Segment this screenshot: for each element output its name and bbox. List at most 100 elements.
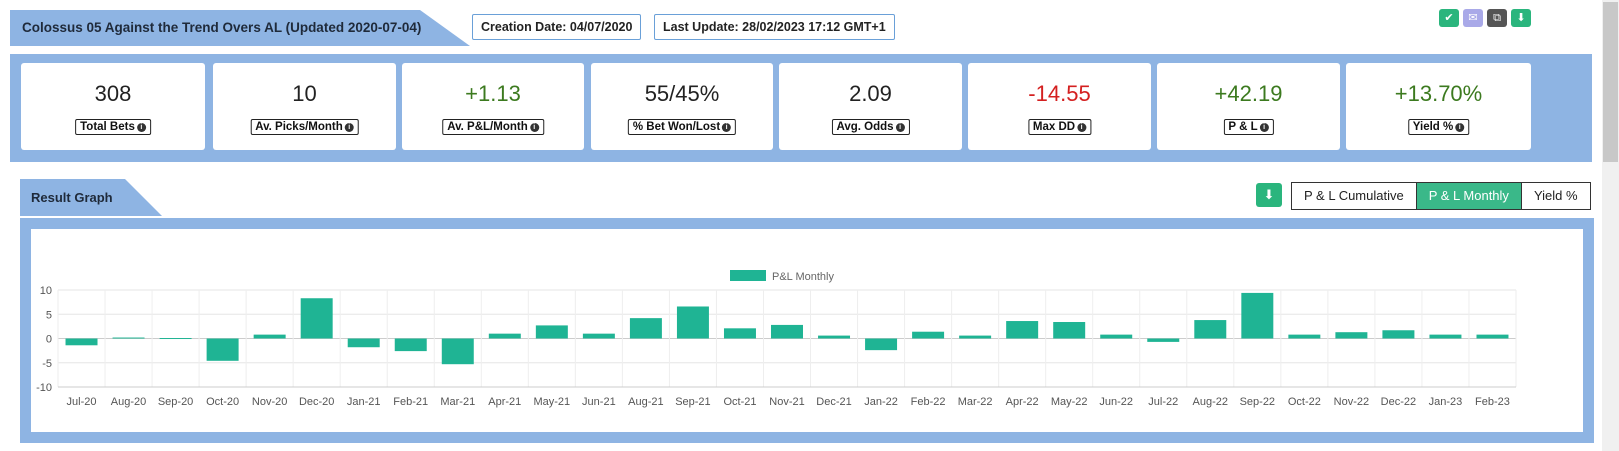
x-tick-label: Jul-20 xyxy=(67,396,97,408)
bar-jan-22 xyxy=(865,338,898,351)
x-tick-label: Oct-22 xyxy=(1288,396,1321,408)
x-tick-label: Jan-23 xyxy=(1429,396,1463,408)
x-tick-label: Oct-21 xyxy=(723,396,756,408)
check-circle-icon[interactable]: ✔ xyxy=(1439,9,1459,27)
x-tick-label: Sep-22 xyxy=(1240,396,1275,408)
stat-label-text: Av. P&L/Month xyxy=(447,121,528,133)
bar-sep-22 xyxy=(1241,292,1274,339)
x-tick-label: Apr-21 xyxy=(488,396,521,408)
result-graph-tab: Result Graph xyxy=(20,179,162,216)
info-icon: i xyxy=(1077,123,1087,132)
x-tick-label: Nov-21 xyxy=(769,396,804,408)
graph-download-button[interactable]: ⬇ xyxy=(1256,183,1282,207)
y-tick-label: -10 xyxy=(36,382,52,394)
x-tick-label: Dec-20 xyxy=(299,396,334,408)
scrollbar-thumb[interactable] xyxy=(1603,2,1618,162)
x-tick-label: May-22 xyxy=(1051,396,1088,408)
stat-value: -14.55 xyxy=(1028,81,1091,106)
download-icon[interactable]: ⬇ xyxy=(1511,9,1531,27)
x-tick-label: Aug-21 xyxy=(628,396,663,408)
info-icon: i xyxy=(1259,123,1269,132)
stat-value: 2.09 xyxy=(849,81,892,106)
y-tick-label: -5 xyxy=(42,358,52,370)
info-icon: i xyxy=(722,123,732,132)
bar-sep-20 xyxy=(159,338,192,340)
stat-card-max-dd: -14.55 Max DD i xyxy=(968,63,1151,150)
stat-label-button[interactable]: % Bet Won/Lost i xyxy=(627,119,737,135)
strategy-title: Colossus 05 Against the Trend Overs AL (… xyxy=(22,20,422,35)
y-tick-label: 10 xyxy=(40,285,52,297)
envelope-icon[interactable]: ✉ xyxy=(1463,9,1483,27)
x-tick-label: Apr-22 xyxy=(1006,396,1039,408)
stat-card-total-bets: 308 Total Bets i xyxy=(21,63,205,150)
stat-label-text: % Bet Won/Lost xyxy=(632,121,721,133)
x-tick-label: Jan-21 xyxy=(347,396,381,408)
legend-label: P&L Monthly xyxy=(772,271,834,283)
stat-card-av-picks: 10 Av. Picks/Month i xyxy=(213,63,396,150)
stat-label-button[interactable]: Av. Picks/Month i xyxy=(250,119,359,135)
x-tick-label: Nov-20 xyxy=(252,396,287,408)
bar-feb-22 xyxy=(912,331,945,339)
info-icon: i xyxy=(529,123,539,132)
stat-label-button[interactable]: Avg. Odds i xyxy=(831,119,910,135)
creation-date-badge: Creation Date: 04/07/2020 xyxy=(472,14,642,40)
stat-label-button[interactable]: Yield % i xyxy=(1407,119,1470,135)
toggle-pl-monthly[interactable]: P & L Monthly xyxy=(1416,183,1522,209)
bar-jun-22 xyxy=(1100,334,1133,339)
stat-label-text: P & L xyxy=(1228,121,1258,133)
bar-mar-21 xyxy=(441,338,474,365)
bar-jan-23 xyxy=(1429,334,1462,339)
page-scrollbar[interactable] xyxy=(1602,0,1619,451)
x-tick-label: Dec-22 xyxy=(1381,396,1416,408)
x-tick-label: Sep-21 xyxy=(675,396,710,408)
stat-card-av-pl: +1.13 Av. P&L/Month i xyxy=(402,63,584,150)
bar-dec-22 xyxy=(1382,330,1415,339)
x-tick-label: Oct-20 xyxy=(206,396,239,408)
x-tick-label: Mar-21 xyxy=(440,396,475,408)
stat-label-text: Max DD xyxy=(1032,121,1076,133)
stat-value: +1.13 xyxy=(465,81,521,106)
y-tick-label: 0 xyxy=(46,334,52,346)
info-icon: i xyxy=(895,123,905,132)
bar-mar-22 xyxy=(959,335,992,339)
bar-nov-21 xyxy=(771,324,803,339)
download-icon: ⬇ xyxy=(1263,187,1275,202)
stats-panel: 308 Total Bets i 10 Av. Picks/Month i +1.1… xyxy=(10,54,1592,162)
bar-sep-21 xyxy=(676,306,709,339)
bar-jul-20 xyxy=(65,338,98,346)
info-icon: i xyxy=(136,123,146,132)
x-tick-label: Jun-21 xyxy=(582,396,616,408)
toggle-pl-cumulative[interactable]: P & L Cumulative xyxy=(1292,183,1417,209)
toggle-yield[interactable]: Yield % xyxy=(1521,183,1590,209)
bar-may-21 xyxy=(535,325,568,339)
bar-nov-22 xyxy=(1335,332,1368,339)
bar-jul-22 xyxy=(1147,338,1180,342)
stat-label-text: Yield % xyxy=(1412,121,1454,133)
x-tick-label: Feb-23 xyxy=(1475,396,1510,408)
x-tick-label: Feb-22 xyxy=(911,396,946,408)
stat-label-button[interactable]: Total Bets i xyxy=(75,119,151,135)
bar-jan-21 xyxy=(347,338,380,348)
x-tick-label: Dec-21 xyxy=(816,396,851,408)
stat-card-yield: +13.70% Yield % i xyxy=(1346,63,1531,150)
bar-oct-22 xyxy=(1288,334,1321,339)
pl-monthly-chart: 10 5 0 -5 -10 Jul-20 Aug-20 Sep-20 Oct-20 Nov-20 D… xyxy=(36,270,1517,408)
x-tick-label: Jun-22 xyxy=(1099,396,1133,408)
x-tick-label: Aug-20 xyxy=(111,396,146,408)
info-icon: i xyxy=(1455,123,1465,132)
stat-label-button[interactable]: Av. P&L/Month i xyxy=(442,119,544,135)
stat-value: +13.70% xyxy=(1394,81,1483,106)
stat-label-button[interactable]: Max DD i xyxy=(1027,119,1092,135)
x-tick-label: Mar-22 xyxy=(958,396,993,408)
stat-label-text: Avg. Odds xyxy=(836,121,894,133)
bar-dec-21 xyxy=(818,335,851,339)
bar-may-22 xyxy=(1053,322,1086,339)
copy-icon[interactable]: ⧉ xyxy=(1487,9,1507,27)
stat-card-won-lost: 55/45% % Bet Won/Lost i xyxy=(591,63,773,150)
bar-apr-22 xyxy=(1006,321,1039,339)
bar-aug-22 xyxy=(1194,320,1227,339)
stat-value: +42.19 xyxy=(1214,81,1283,106)
bar-feb-21 xyxy=(394,338,427,352)
